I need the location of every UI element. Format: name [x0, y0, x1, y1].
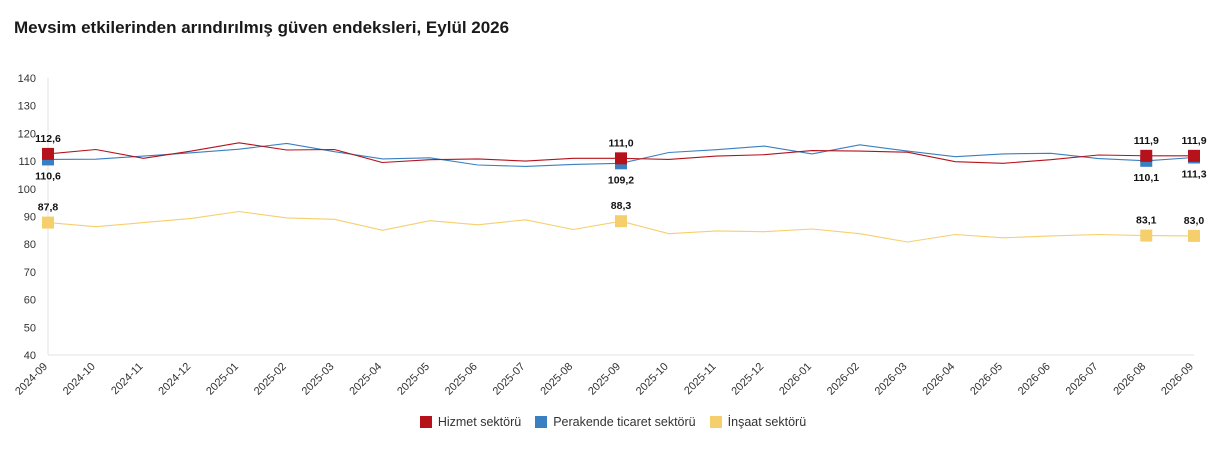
data-label-1: 109,2: [608, 174, 634, 186]
x-tick-label: 2025-04: [347, 361, 384, 398]
x-tick-label: 2025-09: [586, 361, 623, 398]
legend-item-perakende[interactable]: Perakende ticaret sektörü: [535, 415, 696, 429]
x-tick-label: 2025-12: [729, 361, 766, 398]
x-tick-label: 2024-10: [61, 361, 98, 398]
x-tick-label: 2026-03: [873, 361, 910, 398]
x-tick-label: 2025-01: [204, 361, 241, 398]
legend-item-hizmet[interactable]: Hizmet sektörü: [419, 415, 522, 429]
data-labels: 112,6 111,0 111,9 111,9 110,6 109,2 110,1 111,3…: [35, 133, 1207, 227]
y-tick-label: 120: [18, 128, 36, 140]
x-tick-label: 2026-09: [1159, 361, 1196, 398]
series-marker-0[interactable]: [42, 147, 54, 160]
x-tick-label: 2026-05: [968, 361, 1005, 398]
series-marker-2[interactable]: [42, 216, 54, 229]
legend-swatch-hizmet: [419, 416, 432, 428]
legend-swatch-perakende: [535, 416, 548, 428]
series-markers: [42, 147, 1200, 242]
x-tick-label: 2026-04: [920, 361, 957, 398]
data-label-2: 87,8: [38, 202, 59, 214]
data-label-0: 112,6: [35, 133, 61, 145]
series-marker-2[interactable]: [615, 215, 627, 228]
chart-title: Mevsim etkilerinden arındırılmış güven e…: [14, 18, 510, 37]
legend-label-perakende: Perakende ticaret sektörü: [553, 415, 696, 429]
axes: 40 50 60 70 80 90 100 110 120 130 140 2024-09 2024-1…: [13, 73, 1196, 398]
data-label-0: 111,9: [1134, 135, 1159, 147]
series-marker-0[interactable]: [1140, 149, 1153, 162]
x-tick-label: 2025-07: [491, 361, 528, 398]
x-tick-label: 2025-03: [300, 361, 337, 398]
y-tick-label: 110: [18, 156, 36, 168]
series-marker-0[interactable]: [615, 152, 627, 165]
x-tick-label: 2025-11: [682, 361, 718, 397]
x-tick-label: 2025-08: [538, 361, 575, 398]
legend: Hizmet sektörü Perakende ticaret sektörü…: [0, 415, 1226, 429]
data-label-1: 110,1: [1133, 172, 1159, 184]
legend-item-insaat[interactable]: İnşaat sektörü: [709, 415, 807, 429]
data-label-1: 110,6: [35, 170, 61, 182]
x-tick-label: 2026-02: [825, 361, 862, 398]
data-label-0: 111,0: [608, 137, 633, 149]
y-tick-label: 40: [24, 350, 36, 362]
line-chart: 40 50 60 70 80 90 100 110 120 130 140 2024-09 2024-1…: [13, 73, 1207, 398]
series-marker-2[interactable]: [1188, 229, 1200, 242]
x-tick-label: 2024-09: [13, 361, 50, 398]
series-marker-2[interactable]: [1140, 229, 1153, 242]
y-tick-label: 60: [24, 295, 36, 307]
y-tick-label: 130: [18, 101, 36, 113]
legend-label-insaat: İnşaat sektörü: [727, 415, 807, 429]
y-tick-label: 50: [24, 322, 36, 334]
x-tick-label: 2025-05: [395, 361, 432, 398]
x-tick-label: 2025-02: [252, 361, 289, 398]
x-tick-label: 2026-08: [1111, 361, 1148, 398]
y-tick-label: 80: [24, 239, 36, 251]
legend-swatch-insaat: [709, 416, 722, 428]
y-tick-label: 140: [18, 73, 36, 85]
x-tick-label: 2024-12: [156, 361, 193, 398]
legend-label-hizmet: Hizmet sektörü: [437, 415, 522, 429]
x-tick-label: 2026-01: [777, 361, 814, 398]
y-tick-label: 90: [24, 212, 36, 224]
y-tick-label: 70: [24, 267, 36, 279]
x-tick-label: 2025-06: [443, 361, 480, 398]
data-label-2: 88,3: [611, 200, 632, 212]
x-tick-label: 2026-06: [1016, 361, 1053, 398]
series-marker-0[interactable]: [1188, 149, 1200, 162]
x-tick-label: 2026-07: [1064, 361, 1101, 398]
data-label-1: 111,3: [1181, 168, 1206, 180]
data-label-2: 83,0: [1184, 215, 1205, 227]
x-tick-label: 2025-10: [634, 361, 671, 398]
data-label-0: 111,9: [1181, 135, 1206, 147]
x-tick-label: 2024-11: [109, 361, 145, 397]
data-label-2: 83,1: [1136, 215, 1157, 227]
y-tick-label: 100: [18, 184, 36, 196]
